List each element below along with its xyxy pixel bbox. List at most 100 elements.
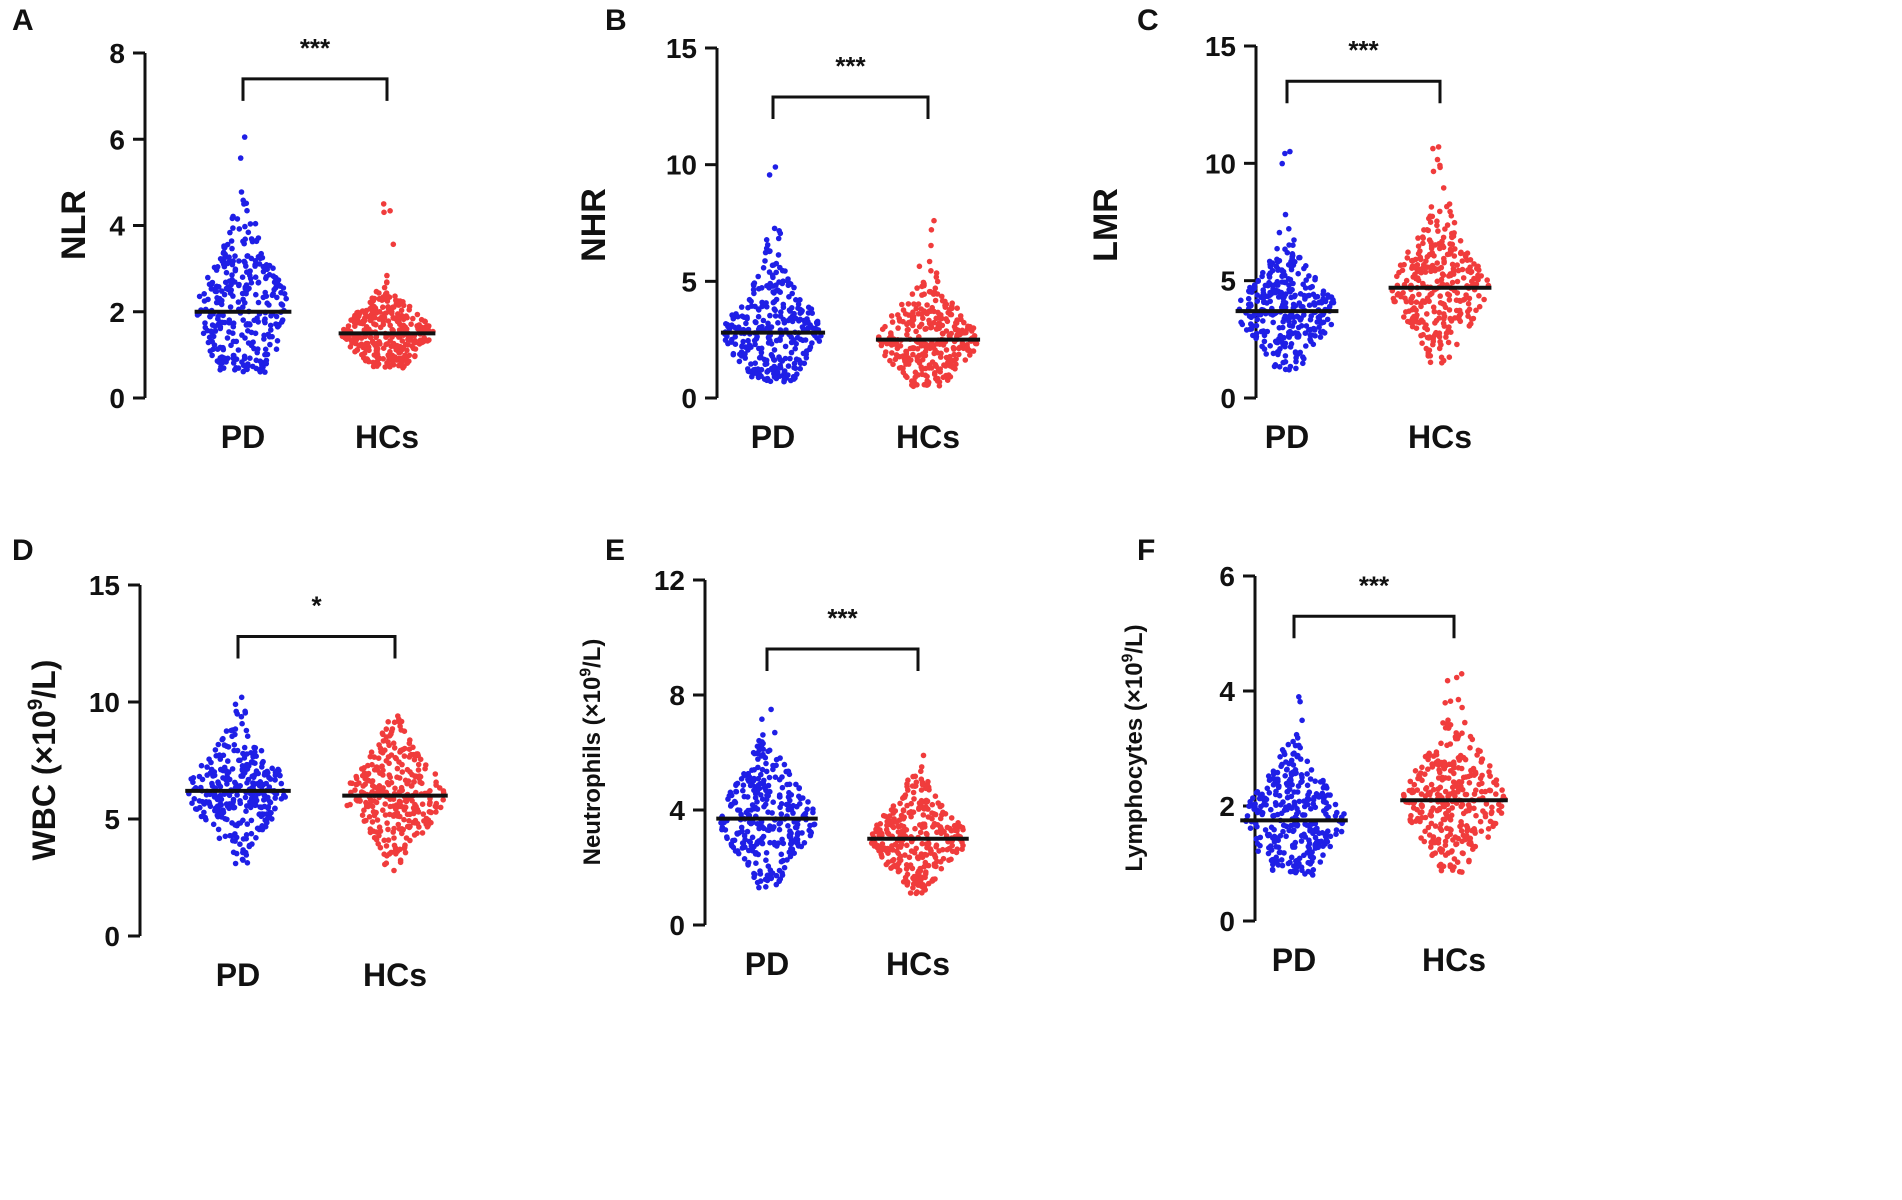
data-point: [371, 303, 377, 310]
data-point: [1425, 227, 1431, 234]
data-point: [918, 776, 925, 782]
data-point: [353, 773, 360, 780]
data-point: [1282, 340, 1289, 347]
data-point: [397, 857, 404, 863]
data-point: [910, 875, 916, 881]
data-point: [1304, 782, 1311, 789]
data-point: [1424, 326, 1431, 333]
data-point: [943, 316, 949, 322]
data-point: [1449, 784, 1456, 791]
data-point: [348, 337, 354, 343]
data-point: [1447, 249, 1454, 255]
significance-bracket: [241, 77, 389, 101]
data-point: [896, 817, 903, 823]
data-point: [904, 802, 910, 809]
panel-letter: A: [12, 4, 34, 37]
data-point: [763, 787, 769, 794]
data-point: [269, 765, 276, 772]
data-point: [919, 371, 925, 378]
data-point: [937, 815, 944, 822]
data-point: [944, 846, 950, 853]
data-point: [1253, 322, 1260, 329]
data-point: [933, 270, 940, 276]
data-point: [1288, 341, 1295, 347]
data-point: [1308, 850, 1315, 856]
series-pd: [1236, 148, 1337, 373]
data-point: [1473, 812, 1479, 819]
data-point: [778, 309, 784, 315]
data-point: [242, 708, 248, 715]
data-point: [1316, 324, 1322, 331]
data-point: [875, 842, 881, 849]
data-point: [1450, 233, 1457, 239]
data-point: [1472, 843, 1479, 850]
data-point: [381, 209, 387, 216]
data-point: [722, 827, 729, 833]
y-tick-label: 8: [109, 38, 125, 69]
data-point: [791, 310, 797, 317]
data-point: [1289, 253, 1295, 260]
data-point: [756, 324, 763, 331]
data-point: [1466, 807, 1472, 814]
data-point: [208, 766, 215, 773]
data-point: [1447, 698, 1454, 704]
data-point: [917, 878, 924, 885]
data-point: [771, 225, 778, 232]
data-point: [730, 351, 737, 358]
data-point: [206, 756, 212, 762]
data-point: [797, 336, 804, 343]
data-point: [1284, 789, 1291, 795]
data-point: [254, 825, 261, 832]
y-tick-label: 6: [109, 124, 125, 155]
data-point: [398, 727, 405, 733]
data-point: [1454, 278, 1461, 285]
data-point: [271, 286, 278, 293]
data-point: [763, 237, 770, 243]
data-point: [1446, 354, 1453, 361]
data-point: [776, 792, 783, 798]
data-point: [779, 836, 785, 843]
data-point: [245, 229, 252, 236]
data-point: [1262, 282, 1269, 289]
data-point: [399, 338, 406, 344]
data-point: [377, 828, 384, 834]
data-point: [1254, 823, 1260, 830]
x-category-label: HCs: [1408, 419, 1472, 455]
data-point: [783, 801, 790, 808]
data-point: [907, 890, 914, 896]
data-point: [1428, 204, 1435, 210]
data-point: [256, 367, 263, 374]
data-point: [213, 299, 220, 306]
data-point: [917, 822, 923, 828]
data-point: [879, 841, 886, 847]
data-point: [1288, 294, 1294, 301]
data-point: [873, 828, 879, 835]
data-point: [1403, 277, 1410, 284]
data-point: [746, 774, 753, 781]
data-point: [900, 823, 907, 830]
data-point: [794, 832, 801, 838]
data-point: [801, 317, 807, 324]
data-point: [220, 312, 226, 319]
data-point: [1428, 245, 1435, 252]
data-point: [911, 301, 917, 307]
data-point: [391, 745, 398, 751]
data-point: [347, 801, 353, 808]
data-point: [741, 856, 748, 862]
data-point: [366, 814, 373, 820]
data-point: [359, 812, 366, 818]
data-point: [262, 346, 269, 353]
x-category-label: PD: [216, 957, 260, 993]
data-point: [1422, 263, 1429, 270]
data-point: [921, 281, 927, 287]
data-point: [931, 217, 937, 224]
data-point: [280, 285, 287, 291]
data-point: [761, 803, 767, 810]
y-tick-label: 12: [654, 565, 685, 596]
data-point: [256, 811, 263, 817]
data-point: [384, 360, 390, 366]
data-point: [1430, 304, 1437, 311]
data-point: [369, 778, 376, 784]
data-point: [906, 854, 913, 861]
